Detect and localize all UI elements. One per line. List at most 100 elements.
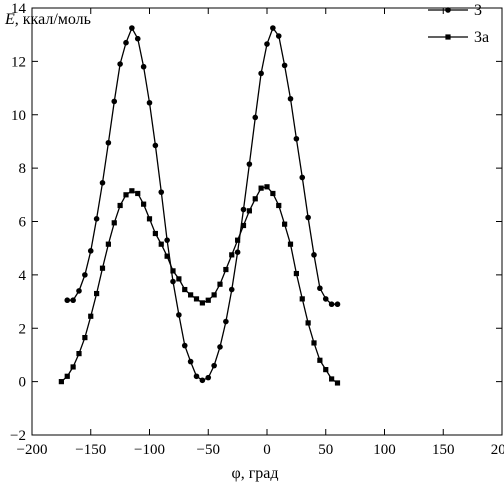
data-point — [152, 230, 158, 237]
data-point — [99, 180, 106, 186]
y-axis-label-variable: E — [4, 11, 15, 28]
data-point — [164, 237, 170, 243]
legend: 3 3а — [428, 2, 489, 46]
data-point — [205, 297, 211, 303]
data-point — [117, 61, 123, 67]
data-point — [240, 222, 247, 229]
legend-entry: 3а — [428, 29, 489, 46]
data-point — [158, 241, 164, 247]
y-axis-label-unit: , ккал/моль — [15, 11, 91, 28]
data-point — [182, 286, 188, 293]
data-point — [323, 367, 329, 373]
data-point — [282, 221, 288, 227]
x-tick-label: 200 — [491, 442, 504, 458]
data-point — [105, 139, 112, 146]
data-point — [146, 99, 153, 106]
data-point — [223, 318, 229, 325]
data-point — [293, 270, 299, 277]
data-point — [211, 362, 217, 369]
data-point — [311, 340, 317, 346]
data-point — [188, 292, 194, 298]
data-point — [217, 344, 223, 350]
y-tick-label: 6 — [19, 215, 27, 231]
data-point — [187, 358, 194, 365]
data-point — [240, 206, 247, 213]
y-tick-label: 2 — [19, 321, 27, 337]
data-point — [334, 301, 341, 308]
data-point — [234, 249, 241, 255]
x-tick-label: 50 — [318, 442, 333, 458]
data-point — [252, 114, 259, 121]
data-point — [211, 292, 217, 298]
data-point — [305, 320, 311, 326]
data-point — [117, 202, 123, 209]
data-point — [258, 185, 264, 191]
data-point — [264, 184, 270, 190]
data-point — [328, 301, 335, 308]
series-layer — [58, 25, 341, 386]
data-point — [111, 98, 118, 105]
data-point — [82, 272, 88, 278]
y-tick-label: 0 — [19, 375, 27, 391]
data-point — [246, 161, 253, 167]
data-point — [322, 296, 329, 302]
data-point — [275, 33, 282, 39]
data-point — [276, 202, 282, 209]
series-1 — [58, 184, 341, 386]
x-tick-label: −100 — [134, 442, 165, 458]
data-point — [93, 216, 100, 222]
data-point — [134, 35, 141, 42]
data-point — [70, 364, 76, 370]
data-point — [111, 220, 117, 226]
y-tick-label: 10 — [11, 108, 26, 124]
data-point — [64, 297, 71, 304]
x-tick-label: 0 — [263, 442, 271, 458]
data-point — [64, 373, 70, 379]
x-tick-label: 100 — [373, 442, 396, 458]
data-point — [317, 285, 323, 292]
legend-label: 3 — [474, 2, 482, 19]
data-point — [228, 286, 235, 293]
data-point — [281, 62, 288, 69]
data-point — [58, 379, 64, 385]
data-point — [223, 266, 229, 273]
data-point — [70, 297, 76, 304]
series-0 — [64, 25, 341, 384]
x-tick-label: −150 — [75, 442, 106, 458]
data-point — [146, 216, 153, 222]
data-point — [287, 241, 294, 247]
data-point — [152, 142, 159, 149]
x-tick-label: −50 — [197, 442, 220, 458]
y-tick-label: 4 — [19, 268, 27, 284]
data-point — [193, 373, 200, 380]
data-point — [94, 290, 100, 297]
data-point — [170, 268, 176, 274]
data-point — [158, 189, 165, 195]
y-tick-label: 12 — [11, 54, 26, 70]
data-point — [141, 201, 147, 207]
data-point — [181, 342, 188, 349]
x-axis-label: φ, град — [231, 465, 278, 482]
data-point — [217, 281, 223, 287]
data-point — [311, 252, 317, 258]
data-point — [199, 300, 205, 306]
data-point — [99, 265, 106, 271]
legend-swatch-marker — [445, 34, 451, 40]
data-point — [76, 351, 82, 357]
data-point — [82, 334, 88, 341]
data-point — [270, 190, 276, 197]
data-point — [123, 39, 129, 46]
y-tick-label: 14 — [11, 1, 27, 17]
data-point — [176, 312, 182, 318]
data-point — [176, 276, 182, 282]
data-point — [135, 190, 141, 197]
data-point — [170, 278, 176, 285]
series-line — [67, 26, 338, 382]
data-point — [129, 25, 135, 31]
data-point — [229, 252, 235, 258]
data-point — [76, 288, 82, 294]
data-point — [287, 95, 294, 102]
x-tick-label: −200 — [17, 442, 48, 458]
plot-axes — [31, 7, 503, 436]
